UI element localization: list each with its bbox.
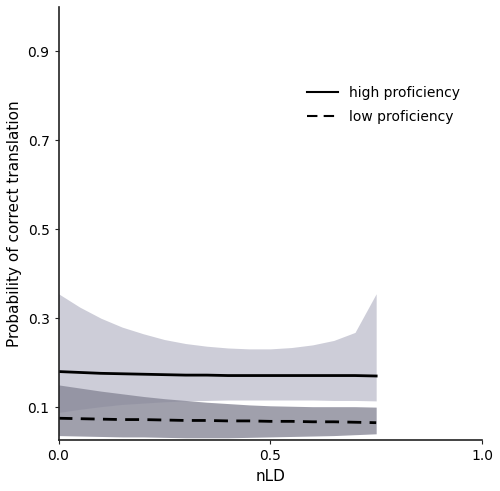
Legend: high proficiency, low proficiency: high proficiency, low proficiency: [300, 79, 466, 131]
Y-axis label: Probability of correct translation: Probability of correct translation: [7, 100, 22, 347]
X-axis label: nLD: nLD: [256, 469, 285, 484]
